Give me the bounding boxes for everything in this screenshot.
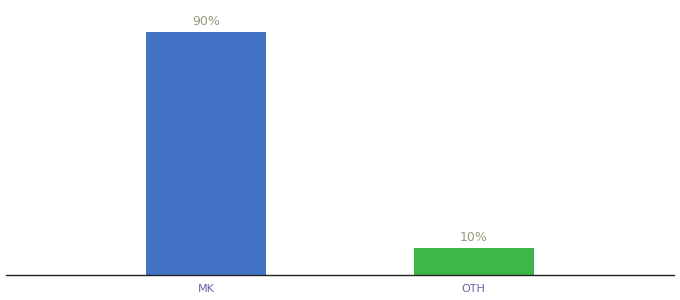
Text: 90%: 90%	[192, 15, 220, 28]
Bar	[413, 248, 534, 275]
Text: 10%: 10%	[460, 231, 488, 244]
Bar	[146, 32, 267, 275]
